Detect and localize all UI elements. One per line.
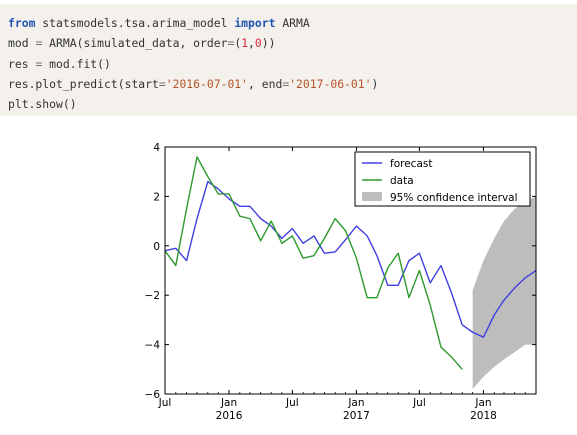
code-token: ARMA <box>275 16 310 30</box>
confidence-band <box>472 196 536 390</box>
code-token: , end <box>248 76 283 91</box>
y-tick-label: −6 <box>145 389 161 401</box>
x-tick-year-label: 2016 <box>216 410 243 422</box>
plot-area <box>165 156 536 390</box>
code-token: ) <box>371 76 379 91</box>
code-token: , <box>248 36 255 51</box>
x-tick-label: Jan <box>220 397 237 409</box>
code-token: ( <box>234 36 242 51</box>
x-tick-year-label: 2018 <box>470 410 497 422</box>
code-token: res <box>8 56 36 71</box>
code-token: '2017-06-01' <box>289 76 372 91</box>
data-line <box>165 156 463 370</box>
code-token: '2016-07-01' <box>165 76 249 91</box>
code-line: plt.show() <box>8 94 577 114</box>
code-token: = <box>158 76 166 91</box>
code-token: = <box>35 36 43 51</box>
x-tick-label: Jul <box>285 397 299 409</box>
legend: forecast data 95% confidence interval <box>354 151 531 207</box>
code-token: mod <box>8 36 36 51</box>
code-token: = <box>35 56 43 71</box>
code-token: statsmodels.tsa.arima_model <box>35 16 235 30</box>
code-token: 1 <box>241 36 249 51</box>
code-token: = <box>282 76 290 91</box>
y-tick-label: −2 <box>145 290 160 302</box>
y-tick-label: 4 <box>153 142 160 154</box>
forecast-line <box>165 180 536 338</box>
legend-box <box>354 151 531 207</box>
x-tick-label: Jan <box>474 397 491 409</box>
x-tick-label: Jan <box>347 397 364 409</box>
code-line: res = mod.fit() <box>8 54 577 74</box>
y-tick-label: 2 <box>153 191 160 203</box>
legend-label: 95% confidence interval <box>390 192 518 204</box>
y-tick-label: −4 <box>145 340 161 352</box>
legend-confidence-swatch <box>362 192 382 201</box>
x-tick-label: Jul <box>158 397 172 409</box>
code-token: )) <box>261 36 276 51</box>
legend-label: forecast <box>390 158 432 170</box>
code-token: import <box>234 16 276 30</box>
code-token: ARMA(simulated_data, order <box>42 36 228 51</box>
y-tick-label: 0 <box>153 241 160 253</box>
code-token: mod.fit() <box>42 56 111 71</box>
code-token: res.plot_predict(start <box>8 76 159 91</box>
legend-label: data <box>390 175 414 187</box>
code-line: mod = ARMA(simulated_data, order=(1,0)) <box>8 33 577 53</box>
code-token: plt.show() <box>8 97 77 112</box>
code-cell[interactable]: from statsmodels.tsa.arima_model import … <box>0 4 577 116</box>
code-line: from statsmodels.tsa.arima_model import … <box>8 13 577 33</box>
x-tick-year-label: 2017 <box>343 410 370 422</box>
code-token: from <box>8 16 36 30</box>
code-token: = <box>227 36 235 51</box>
plot-frame <box>164 146 537 395</box>
x-tick-label: Jul <box>412 397 426 409</box>
code-token: 0 <box>254 36 262 51</box>
code-line: res.plot_predict(start='2016-07-01', end… <box>8 74 577 94</box>
